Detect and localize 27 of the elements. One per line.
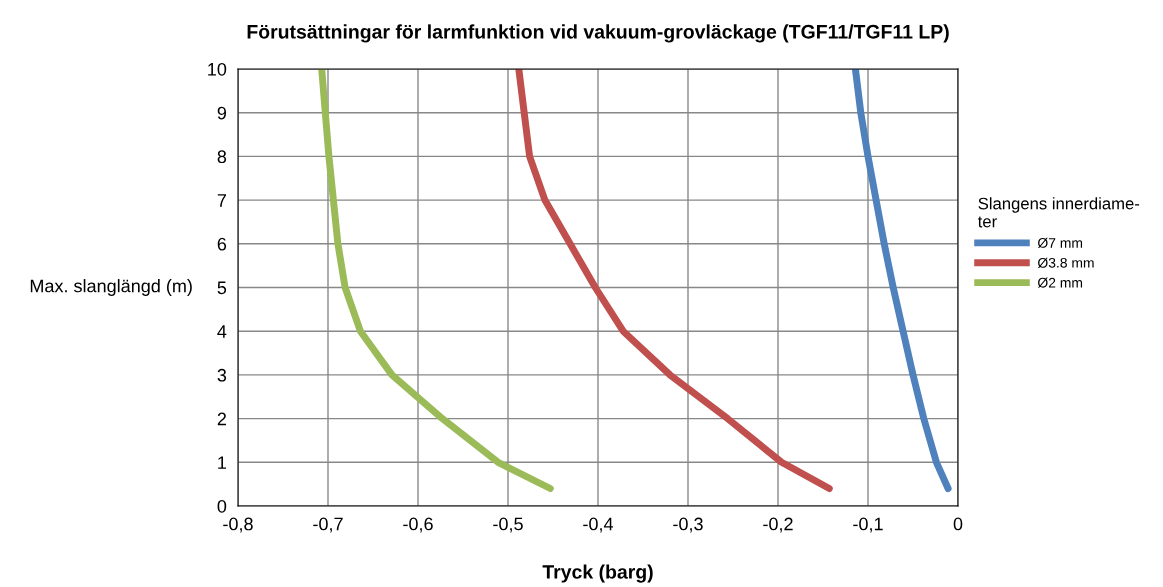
x-tick-label: -0,3	[673, 517, 703, 533]
x-tick-label: -0,8	[223, 517, 253, 533]
y-tick-label: 10	[208, 62, 227, 76]
y-tick-label: 4	[217, 325, 227, 338]
x-tick-label: -0,1	[853, 517, 883, 533]
y-tick-label: 8	[217, 150, 227, 164]
legend-label: Ø2 mm	[1037, 277, 1083, 288]
legend-label: Ø3.8 mm	[1037, 257, 1094, 268]
x-tick-label: -0,2	[763, 517, 793, 533]
legend-label: Ø7 mm	[1037, 237, 1083, 249]
y-axis-title: Max. slanglängd (m)	[30, 279, 192, 296]
x-axis-title: Tryck (barg)	[542, 564, 653, 583]
x-tick-label: -0,5	[493, 517, 523, 533]
y-tick-label: 7	[217, 194, 226, 207]
x-tick-label: -0,4	[583, 517, 614, 533]
y-tick-label: 2	[217, 412, 226, 426]
legend-title: Slangens innerdiame- ter	[977, 197, 1140, 228]
x-tick-label: -0,6	[403, 517, 433, 533]
x-tick-label: 0	[953, 517, 963, 531]
y-tick-label: 9	[217, 106, 227, 120]
x-tick-label: -0,7	[313, 517, 343, 533]
y-tick-label: 6	[217, 237, 227, 251]
y-tick-label: 0	[217, 499, 227, 513]
y-tick-label: 5	[217, 281, 227, 295]
y-tick-label: 1	[218, 456, 227, 469]
y-tick-label: 3	[217, 368, 227, 382]
chart-title: Förutsättningar för larmfunktion vid vakuum-grovläckage (TGF11/TGF11 LP)	[247, 24, 949, 43]
